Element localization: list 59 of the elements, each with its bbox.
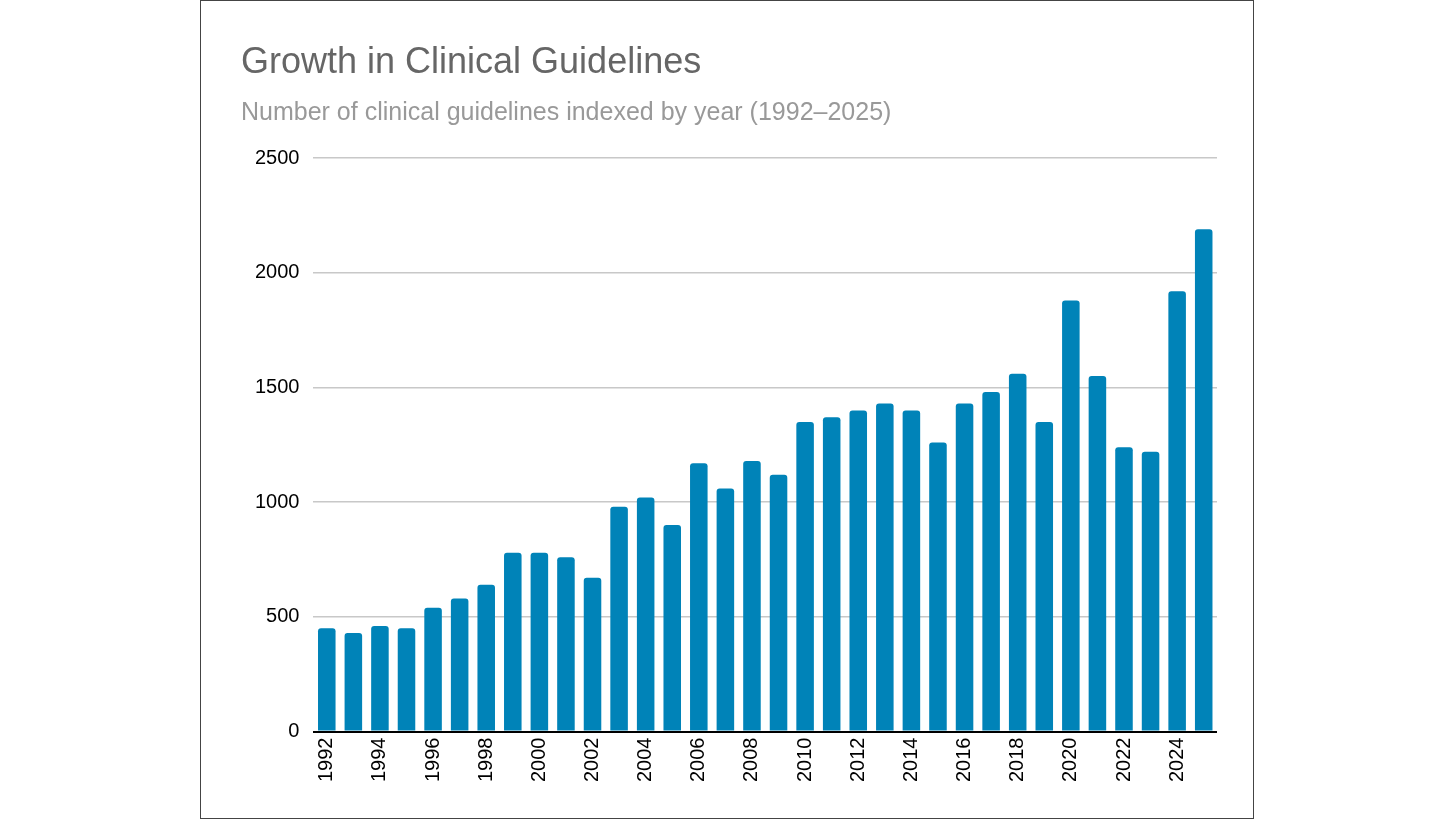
x-tick-label: 2008: [739, 737, 762, 783]
bar: [822, 417, 841, 731]
bar: [477, 584, 495, 731]
bar: [929, 442, 947, 731]
bar: [663, 525, 682, 731]
bar: [690, 463, 708, 731]
bar: [1141, 451, 1160, 731]
bar: [371, 626, 389, 731]
chart-title: Growth in Clinical Guidelines: [241, 39, 702, 81]
bar: [1062, 300, 1080, 731]
bar: [743, 460, 761, 731]
bar: [530, 552, 549, 731]
y-tick-label: 500: [266, 604, 300, 627]
x-tick-label: 2002: [580, 737, 603, 783]
bar: [849, 410, 868, 731]
bar: [424, 607, 442, 731]
x-tick-label: 2004: [633, 737, 656, 783]
x-tick-label: 1998: [473, 737, 496, 783]
bar: [1194, 229, 1213, 731]
chart-subtitle: Number of clinical guidelines indexed by year (1992–2025): [241, 97, 892, 126]
bar: [1115, 447, 1133, 731]
x-tick-label: 2022: [1111, 737, 1134, 783]
y-tick-label: 1500: [254, 375, 300, 398]
bar: [955, 403, 974, 731]
bar: [557, 557, 575, 731]
x-tick-label: 2018: [1005, 737, 1028, 783]
x-tick-label: 2006: [686, 737, 709, 783]
y-tick-label: 2000: [254, 260, 300, 283]
x-tick-label: 1994: [367, 737, 390, 783]
bar: [1088, 376, 1107, 731]
bar: [1168, 291, 1186, 731]
bar: [982, 392, 1000, 731]
x-tick-label: 2000: [526, 737, 549, 783]
y-tick-label: 1000: [254, 489, 300, 512]
bar: [504, 552, 522, 731]
bar: [1035, 421, 1054, 731]
bar: [796, 421, 814, 731]
x-tick-label: 2016: [952, 737, 975, 783]
y-tick-label: 2500: [254, 145, 300, 168]
x-tick-label: 2020: [1058, 737, 1081, 783]
y-tick-label: 0: [288, 719, 300, 742]
bar: [583, 577, 602, 731]
x-tick-label: 2014: [898, 737, 921, 783]
x-tick-label: 1992: [314, 737, 337, 783]
bar: [636, 497, 655, 731]
bar: [450, 598, 469, 731]
x-tick-label: 2024: [1164, 737, 1187, 783]
bar: [344, 632, 363, 731]
bar: [610, 506, 628, 731]
x-tick-label: 2010: [792, 737, 815, 783]
bar: [318, 628, 336, 731]
bar: [769, 474, 788, 731]
bar: [902, 410, 921, 731]
x-tick-label: 2012: [845, 737, 868, 783]
bar: [876, 403, 894, 731]
bar: [1008, 373, 1027, 731]
bar: [397, 628, 416, 731]
bar: [716, 488, 735, 731]
x-tick-label: 1996: [420, 737, 443, 783]
